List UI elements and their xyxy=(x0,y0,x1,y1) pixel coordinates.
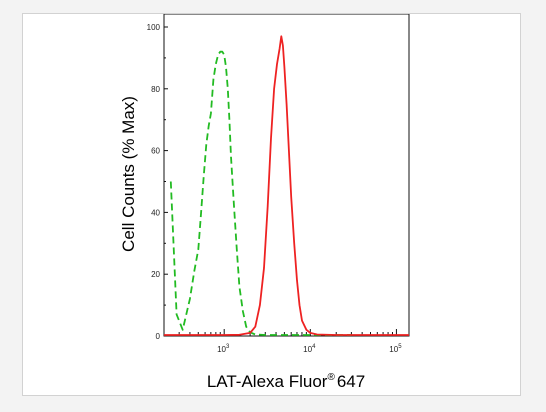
chart-frame: 0 20 40 60 80 100 103 104 105 Cell Counts (% Ma… xyxy=(22,13,521,396)
x-tick-label: 103 xyxy=(217,344,230,354)
y-tick-label: 0 xyxy=(156,332,161,341)
y-tick-label: 20 xyxy=(151,270,160,279)
plot-border xyxy=(163,14,410,337)
x-axis-title-main: LAT-Alexa Fluor xyxy=(207,372,328,391)
y-axis-title: Cell Counts (% Max) xyxy=(119,96,138,252)
y-axis: 0 20 40 60 80 100 xyxy=(147,23,168,341)
x-tick-base: 10 xyxy=(303,345,312,354)
x-tick-exponent: 4 xyxy=(312,344,316,350)
x-tick-exponent: 3 xyxy=(226,344,230,350)
x-tick-label: 105 xyxy=(389,344,402,354)
y-tick-label: 60 xyxy=(151,147,160,156)
y-tick-label: 80 xyxy=(151,85,160,94)
x-tick-exponent: 5 xyxy=(398,344,402,350)
series-layer xyxy=(164,35,409,336)
y-tick-label: 40 xyxy=(151,208,160,217)
y-tick-label: 100 xyxy=(147,23,161,32)
series-line-solid xyxy=(164,35,409,336)
x-axis: 103 104 105 xyxy=(163,329,402,354)
x-tick-label: 104 xyxy=(303,344,316,354)
x-tick-base: 10 xyxy=(389,345,398,354)
x-axis-title-suffix: 647 xyxy=(337,372,365,391)
series-line-dashed xyxy=(169,50,352,336)
x-tick-base: 10 xyxy=(217,345,226,354)
x-axis-title-sup: ® xyxy=(327,372,335,383)
x-axis-title: LAT-Alexa Fluor® 647 xyxy=(207,372,365,391)
